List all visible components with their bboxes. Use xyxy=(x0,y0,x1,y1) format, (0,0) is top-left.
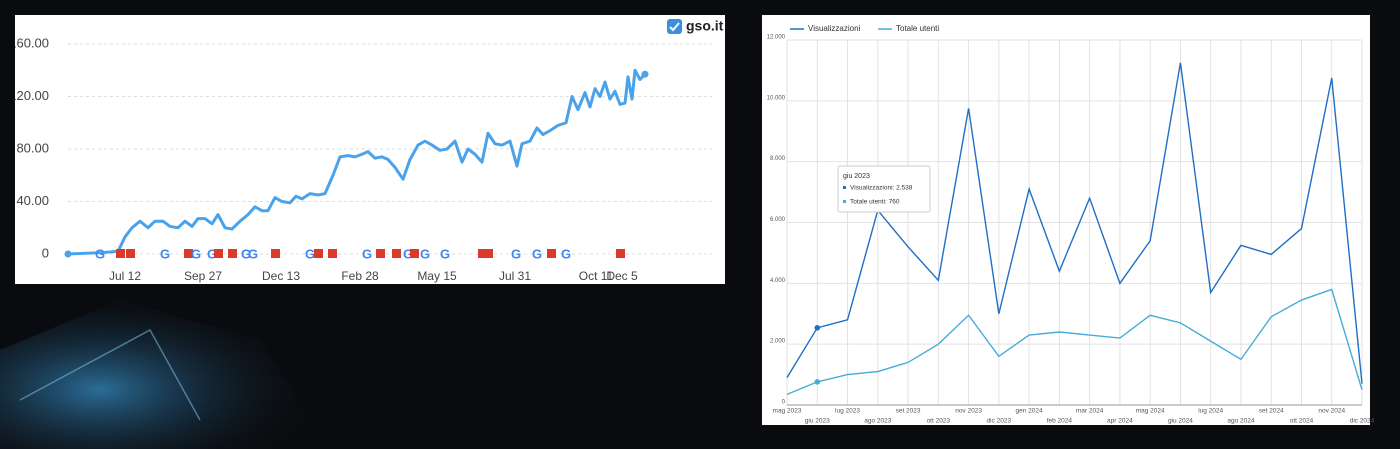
x-tick-label: giu 2023 xyxy=(805,418,830,425)
google-icon: G xyxy=(403,246,413,261)
x-tick-label: lug 2024 xyxy=(1198,408,1223,415)
x-tick-label: ago 2024 xyxy=(1227,418,1254,425)
badge: gso.it xyxy=(686,18,724,34)
decor xyxy=(19,328,201,421)
y-tick-label: 160.00 xyxy=(9,35,49,50)
x-tick-label: dic 2023 xyxy=(987,418,1012,425)
x-tick-label: nov 2023 xyxy=(955,408,982,415)
tooltip-swatch xyxy=(843,186,846,189)
y-tick-label: 0 xyxy=(782,400,786,406)
flag-icon xyxy=(328,249,337,258)
y-tick-label: 40.00 xyxy=(16,193,49,208)
google-icon: G xyxy=(241,246,251,261)
legend-label: Visualizzazioni xyxy=(808,24,861,33)
google-icon: G xyxy=(420,246,430,261)
flag-icon xyxy=(314,249,323,258)
tooltip xyxy=(837,165,931,213)
x-tick-label: Feb 28 xyxy=(341,269,379,283)
x-tick-label: nov 2024 xyxy=(1318,408,1345,415)
tooltip-line: Visualizzazioni: 2.538 xyxy=(850,185,913,192)
x-tick-label: set 2023 xyxy=(896,408,921,415)
x-tick-label: Dec 13 xyxy=(262,269,300,283)
flag-icon xyxy=(271,249,280,258)
google-icon: G xyxy=(248,246,258,261)
google-icon: G xyxy=(160,246,170,261)
y-tick-label: 0 xyxy=(42,245,49,260)
x-tick-label: Jul 31 xyxy=(499,269,531,283)
x-tick-label: mar 2024 xyxy=(1076,408,1104,415)
x-tick-label: Dec 5 xyxy=(606,269,638,283)
y-tick-label: 80.00 xyxy=(16,140,49,155)
x-tick-label: feb 2024 xyxy=(1047,418,1073,425)
y-tick-label: 4.000 xyxy=(770,278,786,284)
flag-icon xyxy=(478,249,487,258)
google-icon: G xyxy=(511,246,521,261)
google-icon: G xyxy=(362,246,372,261)
line xyxy=(786,62,1363,384)
flag-icon xyxy=(616,249,625,258)
y-tick-label: 2.000 xyxy=(770,339,786,345)
flag-icon xyxy=(392,249,401,258)
flag-icon xyxy=(116,249,125,258)
decor xyxy=(0,300,330,449)
google-icon: G xyxy=(532,246,542,261)
badge-icon xyxy=(667,19,682,34)
line xyxy=(67,68,647,256)
x-tick-label: apr 2024 xyxy=(1107,418,1133,425)
flag-icon xyxy=(484,249,493,258)
tooltip-title: giu 2023 xyxy=(843,173,870,180)
google-icon: G xyxy=(191,246,201,261)
right-panel: 0 2.000 4.000 6.000 8.000 10.000 12.000 mag 202… xyxy=(762,15,1375,425)
x-tick-label: ago 2023 xyxy=(864,418,891,425)
x-tick-label: mag 2024 xyxy=(1136,408,1165,415)
y-tick-label: 120.00 xyxy=(9,88,49,103)
flag-icon xyxy=(214,249,223,258)
flag-icon xyxy=(126,249,135,258)
tooltip-line: Totale utenti: 760 xyxy=(850,199,900,206)
google-icon: G xyxy=(561,246,571,261)
left-panel: gso.it 0 40.00 80.00 120.00 160.00 Jul 12 Sep … xyxy=(9,15,725,284)
line xyxy=(786,288,1363,396)
x-tick-label: ott 2023 xyxy=(927,418,951,425)
google-icon: G xyxy=(440,246,450,261)
x-tick-label: Jul 12 xyxy=(109,269,141,283)
x-tick-label: giu 2024 xyxy=(1168,418,1193,425)
tooltip-swatch xyxy=(843,200,846,203)
y-tick-label: 6.000 xyxy=(770,217,786,223)
x-tick-label: lug 2023 xyxy=(835,408,860,415)
x-tick-label: May 15 xyxy=(417,269,457,283)
legend-label: Totale utenti xyxy=(896,24,939,33)
x-tick-label: Oct 11 xyxy=(579,269,614,283)
panel xyxy=(762,15,1370,425)
google-icon: G xyxy=(207,246,217,261)
x-tick-label: Sep 27 xyxy=(184,269,222,283)
point xyxy=(814,379,821,385)
x-tick-label: ott 2024 xyxy=(1290,418,1314,425)
point xyxy=(814,325,821,331)
point xyxy=(641,70,649,78)
x-tick-label: set 2024 xyxy=(1259,408,1284,415)
y-tick-label: 8.000 xyxy=(770,156,786,162)
flag-icon xyxy=(228,249,237,258)
x-tick-label: gen 2024 xyxy=(1016,408,1043,415)
google-icon: G xyxy=(305,246,315,261)
google-icon: G xyxy=(95,246,105,261)
flag-icon xyxy=(184,249,193,258)
y-tick-label: 10.000 xyxy=(767,95,786,101)
x-tick-label: mag 2023 xyxy=(773,408,802,415)
x-tick-label: dic 2024 xyxy=(1350,418,1375,425)
check xyxy=(669,22,680,32)
flag-icon xyxy=(376,249,385,258)
point xyxy=(64,250,72,258)
flag-icon xyxy=(410,249,419,258)
flag-icon xyxy=(547,249,556,258)
y-tick-label: 12.000 xyxy=(767,35,786,41)
